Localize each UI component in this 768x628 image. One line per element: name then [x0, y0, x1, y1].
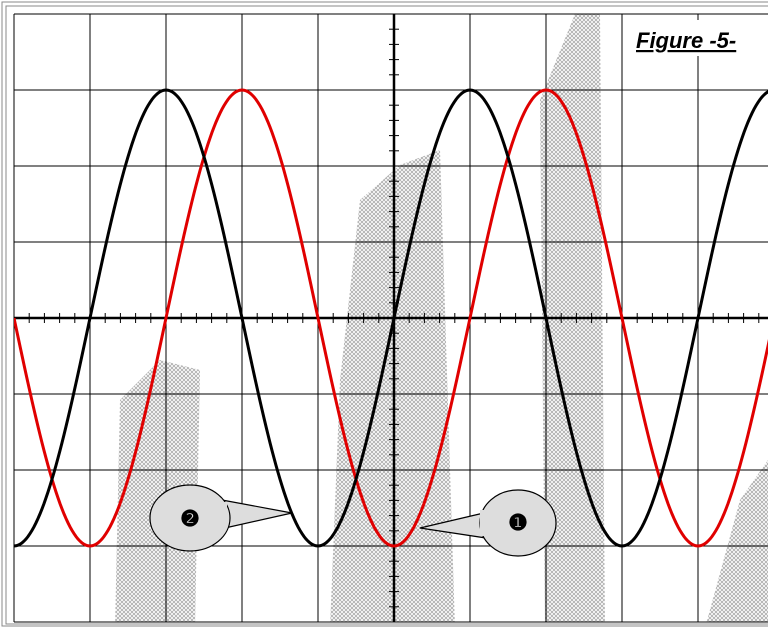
scope-figure: ❷ ❶ Figure -5-: [0, 0, 768, 628]
shade: [330, 150, 455, 628]
callout-2: ❷: [150, 485, 292, 551]
shade: [705, 460, 768, 628]
callout-label: ❷: [180, 506, 200, 531]
callout-pointer: [222, 500, 292, 528]
figure-title: Figure -5-: [636, 28, 736, 53]
callout-join: [219, 502, 227, 526]
page: {"header": {"title": "Figure -5-"}, "cal…: [0, 0, 768, 628]
callout-label: ❶: [508, 510, 528, 535]
callout-join: [480, 510, 490, 536]
